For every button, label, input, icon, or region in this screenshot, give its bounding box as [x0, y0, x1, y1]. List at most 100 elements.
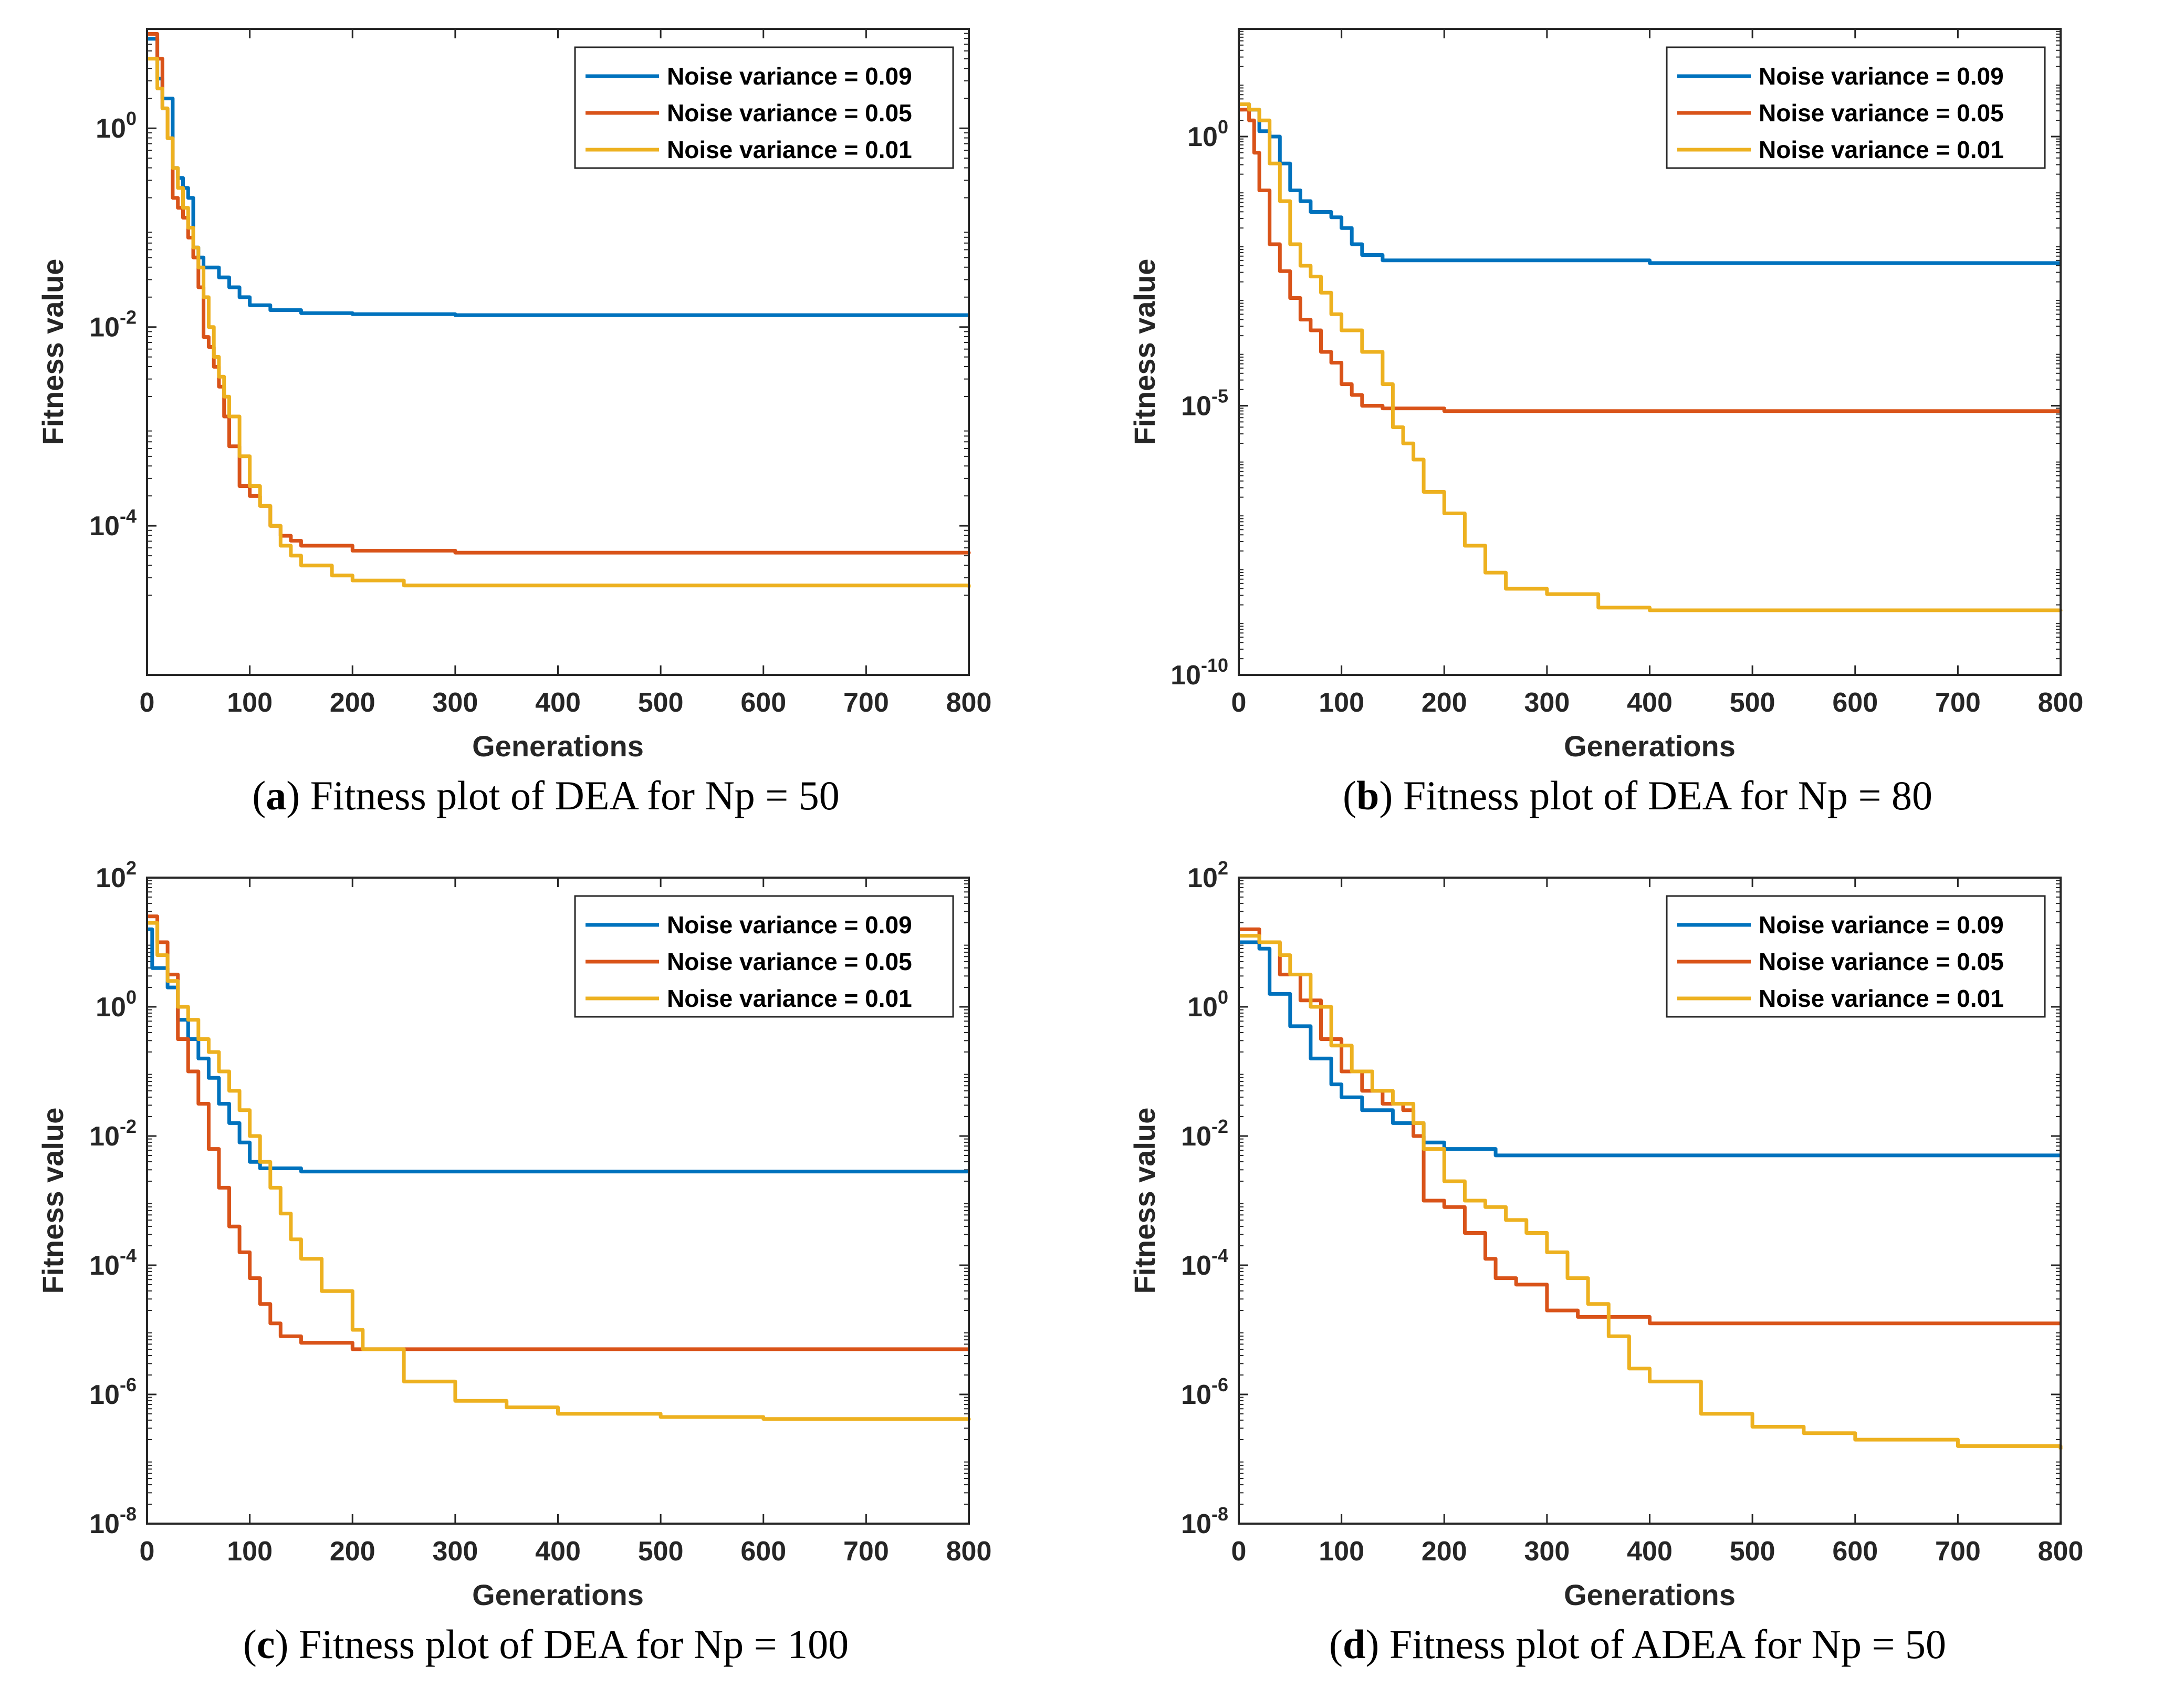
legend: Noise variance = 0.09 Noise variance = 0.…	[1666, 46, 2046, 169]
y-tick-label: 102	[1187, 857, 1228, 893]
axes-box	[146, 28, 970, 676]
x-axis-label: Generations	[1564, 730, 1736, 763]
x-tick-label: 300	[432, 1536, 478, 1567]
legend-label-1: Noise variance = 0.09	[1759, 911, 2004, 939]
caption-c: (c) Fitness plot of DEA for Np = 100	[243, 1621, 849, 1667]
caption-b-text: ) Fitness plot of DEA for Np = 80	[1379, 773, 1932, 818]
legend-label-3: Noise variance = 0.01	[1759, 136, 2004, 163]
y-tick-label: 10-6	[89, 1374, 137, 1410]
y-tick-label: 100	[96, 986, 137, 1023]
x-axis-label: Generations	[1564, 1578, 1736, 1611]
x-tick-label: 500	[638, 687, 684, 718]
x-tick-label: 100	[227, 1536, 273, 1567]
legend-label-1: Noise variance = 0.09	[667, 911, 912, 939]
x-tick-label: 400	[1627, 1536, 1673, 1567]
x-tick-label: 700	[843, 1536, 889, 1567]
x-tick-label: 600	[1832, 1536, 1878, 1567]
series-line-3	[147, 57, 971, 588]
x-tick-label: 800	[2038, 687, 2084, 718]
x-tick-label: 700	[1935, 1536, 1981, 1567]
caption-b-letter: b	[1356, 773, 1380, 818]
y-tick-label: 100	[1187, 986, 1228, 1023]
y-axis-label: Fitness value	[1128, 259, 1161, 445]
x-tick-label: 700	[1935, 687, 1981, 718]
y-tick-label: 102	[96, 857, 137, 893]
x-axis-label: Generations	[472, 1578, 644, 1611]
caption-a-letter: a	[266, 773, 287, 818]
x-tick-label: 800	[2038, 1536, 2084, 1567]
legend-label-2: Noise variance = 0.05	[667, 948, 912, 975]
series-line-1	[147, 37, 969, 317]
legend-label-2: Noise variance = 0.05	[1759, 948, 2004, 975]
x-tick-label: 500	[638, 1536, 684, 1567]
chart-panel-b: 0 100 200 300 400 500 600 700 800 100 10-5 10-10 Gen…	[1092, 0, 2183, 849]
caption-a-text: ) Fitness plot of DEA for Np = 50	[286, 773, 840, 818]
caption-d-letter: d	[1342, 1621, 1366, 1667]
caption-d: (d) Fitness plot of ADEA for Np = 50	[1329, 1621, 1946, 1667]
series-line-3	[1239, 102, 2063, 612]
chart-panel-d: 0 100 200 300 400 500 600 700 800 102 100 10-2 10-4 1…	[1092, 849, 2183, 1697]
y-tick-label: 10-4	[1181, 1245, 1228, 1281]
axes-box	[1238, 28, 2062, 676]
x-tick-label: 0	[1231, 687, 1247, 718]
x-tick-label: 100	[227, 687, 273, 718]
legend: Noise variance = 0.09 Noise variance = 0.…	[574, 895, 954, 1018]
caption-d-text: ) Fitness plot of ADEA for Np = 50	[1365, 1621, 1946, 1667]
x-tick-label: 400	[535, 687, 581, 718]
x-tick-label: 400	[535, 1536, 581, 1567]
x-tick-label: 0	[140, 687, 155, 718]
y-tick-label: 10-8	[1181, 1503, 1228, 1539]
legend: Noise variance = 0.09 Noise variance = 0.…	[1666, 895, 2046, 1018]
y-tick-label: 10-10	[1171, 654, 1228, 691]
x-tick-label: 100	[1319, 687, 1364, 718]
legend-label-1: Noise variance = 0.09	[1759, 62, 2004, 90]
x-tick-label: 600	[1832, 687, 1878, 718]
y-tick-label: 10-6	[1181, 1374, 1228, 1410]
legend: Noise variance = 0.09 Noise variance = 0.…	[574, 46, 954, 169]
axes-box	[1238, 877, 2062, 1525]
x-axis-label: Generations	[472, 730, 644, 763]
y-axis-label: Fitness value	[36, 259, 69, 445]
x-tick-label: 800	[946, 1536, 992, 1567]
caption-c-text: ) Fitness plot of DEA for Np = 100	[275, 1621, 849, 1667]
legend-label-1: Noise variance = 0.09	[667, 62, 912, 90]
series-line-3	[1239, 934, 2063, 1450]
chart-d-svg: 0 100 200 300 400 500 600 700 800 102 100 10-2 10-4 1…	[1128, 857, 2084, 1611]
x-tick-label: 500	[1730, 687, 1775, 718]
legend-label-3: Noise variance = 0.01	[667, 136, 912, 163]
y-tick-label: 10-8	[89, 1503, 137, 1539]
x-tick-label: 500	[1730, 1536, 1775, 1567]
chart-c-svg: 0 100 200 300 400 500 600 700 800 102 100 10-2 10-4 1…	[36, 857, 992, 1611]
x-tick-label: 300	[1524, 687, 1570, 718]
x-tick-label: 200	[1422, 687, 1467, 718]
legend-label-2: Noise variance = 0.05	[1759, 99, 2004, 127]
chart-panel-a: 0 100 200 300 400 500 600 700 800 100 10-2 10-4 Gene…	[0, 0, 1092, 849]
x-tick-label: 700	[843, 687, 889, 718]
x-tick-label: 600	[740, 687, 786, 718]
y-tick-label: 100	[96, 108, 137, 144]
series-line-2	[1239, 927, 2061, 1326]
x-tick-label: 200	[330, 1536, 375, 1567]
y-tick-label: 10-4	[89, 1245, 137, 1281]
y-tick-label: 10-4	[89, 505, 137, 541]
x-tick-label: 600	[740, 1536, 786, 1567]
x-tick-label: 800	[946, 687, 992, 718]
y-tick-label: 10-2	[1181, 1116, 1228, 1152]
series-line-3	[147, 921, 971, 1421]
x-tick-label: 0	[140, 1536, 155, 1567]
axes-box	[146, 877, 970, 1525]
legend-label-2: Noise variance = 0.05	[667, 99, 912, 127]
y-tick-label: 10-2	[89, 1116, 137, 1152]
chart-panel-c: 0 100 200 300 400 500 600 700 800 102 100 10-2 10-4 1…	[0, 849, 1092, 1697]
y-axis-label: Fitness value	[1128, 1108, 1161, 1294]
legend-label-3: Noise variance = 0.01	[667, 985, 912, 1012]
caption-c-letter: c	[256, 1621, 275, 1667]
series-line-2	[1239, 108, 2061, 413]
x-tick-label: 200	[1422, 1536, 1467, 1567]
x-tick-label: 300	[1524, 1536, 1570, 1567]
series-line-1	[1239, 102, 2061, 265]
caption-b: (b) Fitness plot of DEA for Np = 80	[1343, 773, 1932, 818]
x-tick-label: 300	[432, 687, 478, 718]
y-tick-label: 100	[1187, 116, 1228, 152]
